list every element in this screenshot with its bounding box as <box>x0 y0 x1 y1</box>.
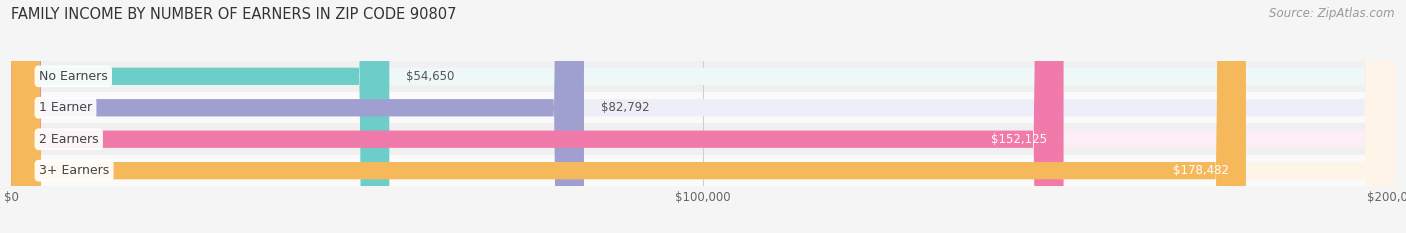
FancyBboxPatch shape <box>11 0 1395 233</box>
Text: $82,792: $82,792 <box>600 101 650 114</box>
Text: $152,125: $152,125 <box>991 133 1047 146</box>
FancyBboxPatch shape <box>11 0 1395 233</box>
FancyBboxPatch shape <box>11 0 1063 233</box>
Text: 2 Earners: 2 Earners <box>39 133 98 146</box>
FancyBboxPatch shape <box>11 0 583 233</box>
Text: FAMILY INCOME BY NUMBER OF EARNERS IN ZIP CODE 90807: FAMILY INCOME BY NUMBER OF EARNERS IN ZI… <box>11 7 457 22</box>
FancyBboxPatch shape <box>11 0 1246 233</box>
FancyBboxPatch shape <box>11 0 1395 233</box>
Text: $178,482: $178,482 <box>1173 164 1229 177</box>
Bar <box>11 123 1395 155</box>
Text: 1 Earner: 1 Earner <box>39 101 91 114</box>
Text: 3+ Earners: 3+ Earners <box>39 164 110 177</box>
Text: Source: ZipAtlas.com: Source: ZipAtlas.com <box>1270 7 1395 20</box>
Bar <box>11 92 1395 123</box>
Bar <box>11 61 1395 92</box>
FancyBboxPatch shape <box>11 0 389 233</box>
Bar <box>11 155 1395 186</box>
Text: $54,650: $54,650 <box>406 70 454 83</box>
FancyBboxPatch shape <box>11 0 1395 233</box>
Text: No Earners: No Earners <box>39 70 108 83</box>
